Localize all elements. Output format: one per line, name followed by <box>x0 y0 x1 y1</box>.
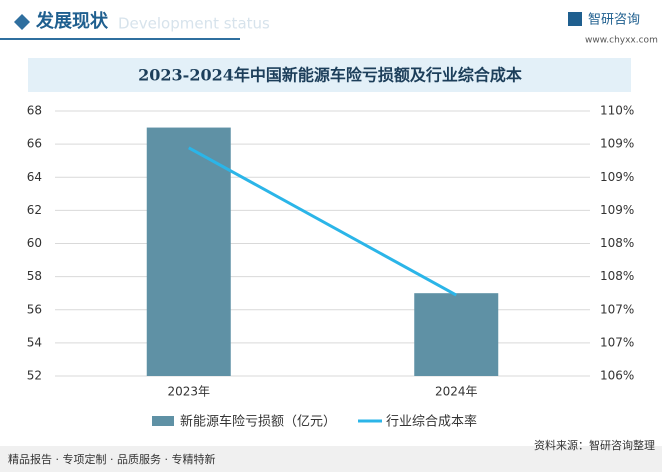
header-rule <box>0 38 240 40</box>
y-tick-label: 66 <box>27 137 42 151</box>
y2-tick-label: 107% <box>600 335 634 349</box>
header-subtitle: Development status <box>118 15 270 33</box>
footer-right: 资料来源：智研咨询整理 <box>534 438 655 452</box>
x-tick-label: 2023年 <box>167 385 210 399</box>
bar <box>414 293 499 376</box>
y-tick-label: 68 <box>27 104 42 118</box>
header-title: 发展现状 <box>35 10 109 32</box>
y-tick-label: 54 <box>27 335 42 349</box>
legend-label: 新能源车险亏损额（亿元） <box>180 414 336 430</box>
logo <box>568 12 582 26</box>
url: www.chyxx.com <box>585 36 658 46</box>
chart-title: 2023-2024年中国新能源车险亏损额及行业综合成本 <box>138 66 522 85</box>
header-icon <box>14 14 30 30</box>
y2-tick-label: 109% <box>600 137 634 151</box>
y2-tick-label: 108% <box>600 236 634 250</box>
legend-swatch <box>152 416 174 426</box>
y-tick-label: 58 <box>27 269 42 283</box>
footer-band <box>0 446 662 472</box>
y-tick-label: 64 <box>27 170 42 184</box>
y-tick-label: 56 <box>27 302 42 316</box>
legend-label: 行业综合成本率 <box>386 414 477 430</box>
y2-tick-label: 109% <box>600 203 634 217</box>
y2-tick-label: 109% <box>600 170 634 184</box>
bar <box>146 127 231 376</box>
title-band <box>28 58 631 92</box>
line <box>188 146 457 297</box>
y-tick-label: 62 <box>27 203 42 217</box>
y2-tick-label: 106% <box>600 369 634 383</box>
y-tick-label: 52 <box>27 369 42 383</box>
footer-left: 精品报告 · 专项定制 · 品质服务 · 专精特新 <box>8 452 215 466</box>
x-tick-label: 2024年 <box>435 385 478 399</box>
y2-tick-label: 107% <box>600 302 634 316</box>
y2-tick-label: 108% <box>600 269 634 283</box>
brand: 智研咨询 <box>588 13 640 28</box>
y-tick-label: 60 <box>27 236 42 250</box>
y2-tick-label: 110% <box>600 104 634 118</box>
